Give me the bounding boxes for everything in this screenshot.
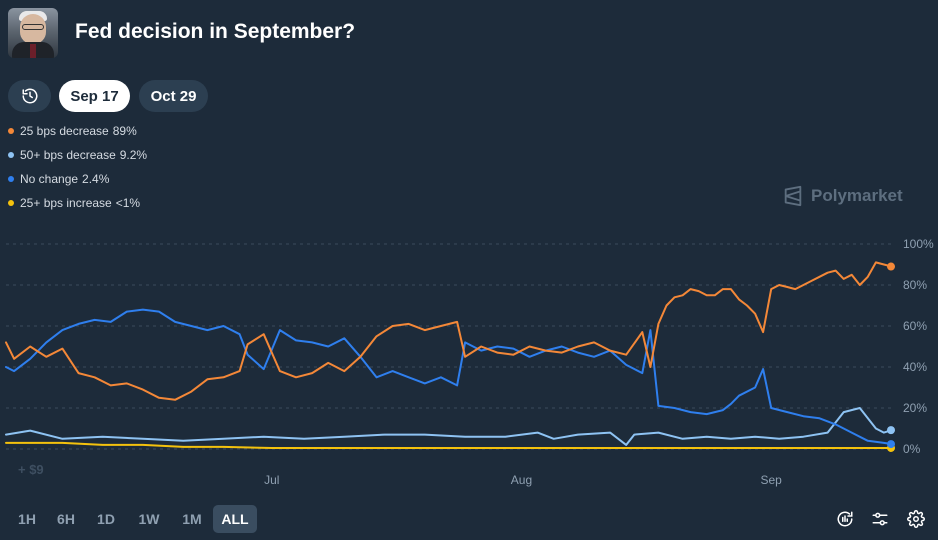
x-tick-label: Sep bbox=[761, 473, 783, 487]
legend-value: 89% bbox=[112, 124, 137, 138]
legend-item-50bps-decrease: 50+ bps decrease 9.2% bbox=[8, 147, 147, 163]
avatar-glasses bbox=[22, 24, 44, 30]
series-endpoint bbox=[887, 262, 895, 271]
range-1d-button[interactable]: 1D bbox=[97, 511, 115, 527]
range-all-button[interactable]: ALL bbox=[213, 505, 257, 533]
legend-item-25bps-increase: 25+ bps increase <1% bbox=[8, 195, 140, 211]
range-1m-button[interactable]: 1M bbox=[182, 511, 202, 527]
legend-value: 2.4% bbox=[82, 172, 110, 186]
legend-dot bbox=[8, 200, 14, 206]
legend-item-25bps-decrease: 25 bps decrease 89% bbox=[8, 123, 137, 139]
x-tick-label: Aug bbox=[511, 473, 532, 487]
range-1h-button[interactable]: 1H bbox=[18, 511, 36, 527]
y-tick-label: 80% bbox=[903, 278, 927, 292]
y-tick-label: 40% bbox=[903, 360, 927, 374]
series-line-25-bps-decrease bbox=[5, 261, 893, 401]
legend-label: No change bbox=[20, 172, 79, 186]
legend-label: 25+ bps increase bbox=[20, 196, 112, 210]
probability-chart[interactable]: 0% 20% 40% 60% 80% 100% Jul Aug Sep + $9 bbox=[0, 0, 938, 500]
replay-icon[interactable] bbox=[836, 510, 854, 528]
watermark-text: Polymarket bbox=[811, 186, 903, 205]
series-endpoint bbox=[887, 426, 895, 435]
legend-dot bbox=[8, 128, 14, 134]
legend-value: <1% bbox=[115, 196, 141, 210]
range-1w-button[interactable]: 1W bbox=[138, 511, 160, 527]
series-endpoint bbox=[887, 440, 895, 449]
legend-label: 50+ bps decrease bbox=[20, 148, 116, 162]
legend-item-no-change: No change 2.4% bbox=[8, 171, 109, 187]
range-6h-button[interactable]: 6H bbox=[57, 511, 75, 527]
legend-value: 9.2% bbox=[119, 148, 148, 162]
sliders-icon[interactable] bbox=[871, 510, 889, 528]
legend-dot bbox=[8, 176, 14, 182]
avatar-tie bbox=[30, 44, 36, 58]
x-tick-label: Jul bbox=[264, 473, 279, 487]
series-line-50-bps-decrease bbox=[5, 407, 893, 446]
polymarket-watermark: Polymarket bbox=[782, 185, 903, 207]
legend-dot bbox=[8, 152, 14, 158]
y-tick-label: 20% bbox=[903, 401, 927, 415]
y-tick-label: 100% bbox=[903, 237, 934, 251]
polymarket-logo-icon bbox=[784, 185, 802, 207]
page-title: Fed decision in September? bbox=[75, 20, 356, 43]
series-line-no-change bbox=[5, 308, 893, 446]
market-avatar bbox=[8, 8, 58, 58]
tab-sep-17[interactable]: Sep 17 bbox=[59, 80, 130, 112]
series-line-25-bps-increase bbox=[5, 441, 893, 449]
tab-oct-29[interactable]: Oct 29 bbox=[139, 80, 208, 112]
history-icon bbox=[22, 88, 37, 104]
legend-label: 25 bps decrease bbox=[20, 124, 109, 138]
history-button[interactable] bbox=[8, 80, 51, 112]
y-tick-label: 60% bbox=[903, 319, 927, 333]
y-tick-label: 0% bbox=[903, 442, 921, 456]
gear-icon[interactable] bbox=[907, 510, 925, 528]
volume-label: + $9 bbox=[18, 462, 44, 477]
